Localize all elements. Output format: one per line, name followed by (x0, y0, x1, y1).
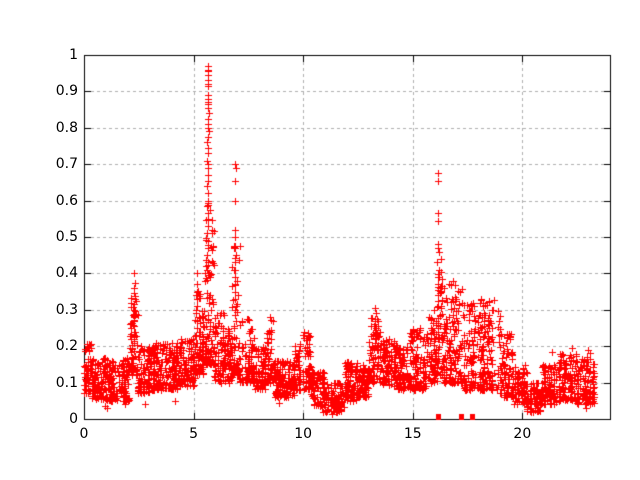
y-tick-label: 0.3 (55, 301, 78, 318)
x-tick-label: 5 (189, 426, 199, 442)
y-tick-label: 0.1 (55, 374, 78, 391)
x-tick-label: 20 (513, 426, 532, 442)
y-tick-label: 0.7 (55, 156, 78, 173)
y-tick-label: 0.4 (55, 265, 78, 282)
y-tick-label: 0 (69, 411, 78, 427)
y-tick-label: 0.5 (55, 229, 78, 245)
x-tick-label: 15 (403, 426, 422, 442)
y-tick-label: 1 (69, 47, 78, 63)
y-tick-label: 0.6 (55, 192, 78, 209)
y-tick-label: 0.9 (55, 83, 78, 100)
y-tick-label: 0.2 (55, 338, 78, 355)
y-tick-label: 0.8 (55, 119, 78, 136)
x-tick-label: 0 (79, 426, 89, 442)
x-tick-label: 10 (294, 426, 313, 442)
